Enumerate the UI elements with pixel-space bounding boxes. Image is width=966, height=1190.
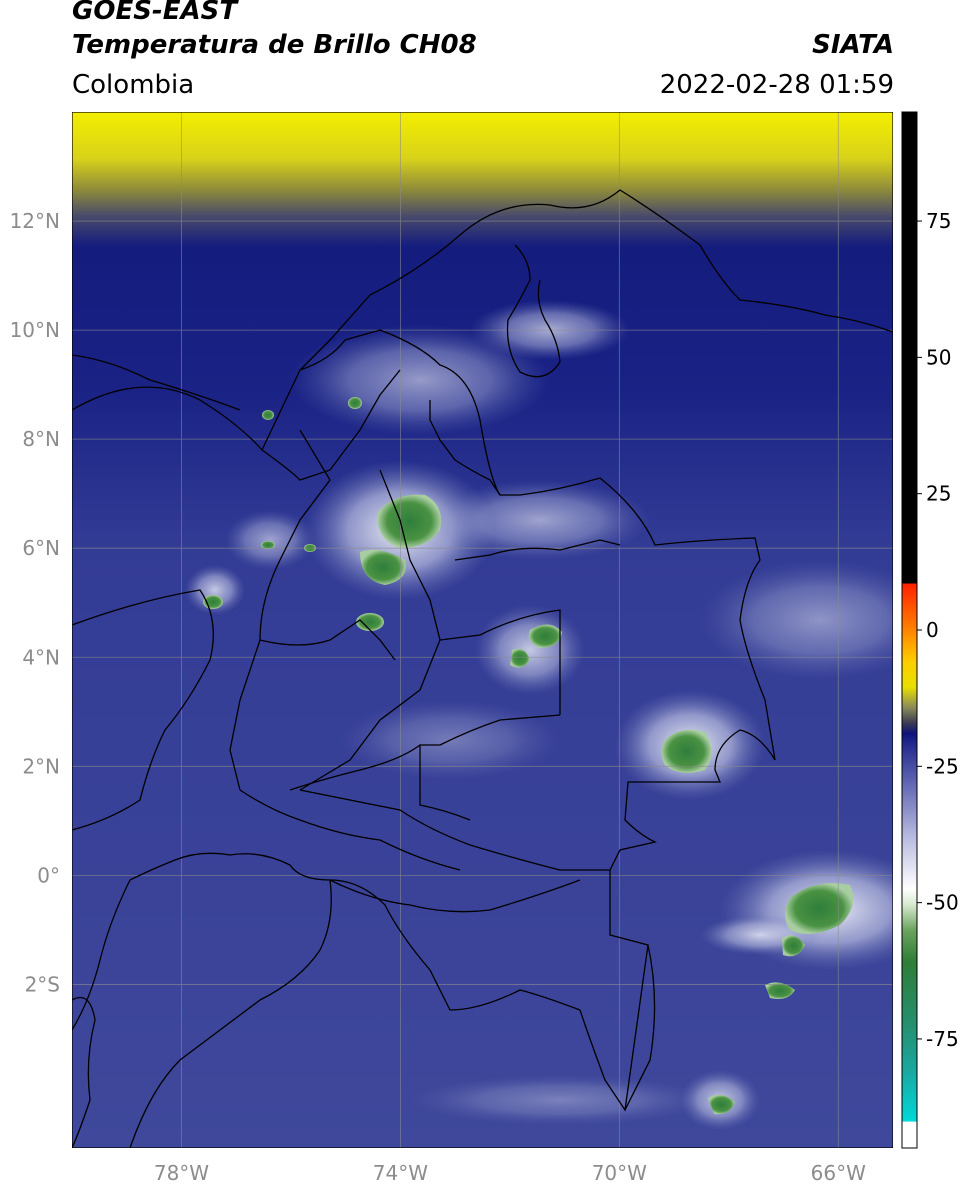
organization-label: SIATA (812, 30, 894, 60)
latitude-tick-label: 2°S (25, 972, 60, 996)
panama-isthmus (72, 354, 241, 411)
colorbar-tick-label: 25 (926, 482, 951, 506)
colombia-border-south (129, 852, 581, 1011)
pacific-coastline (72, 589, 214, 831)
ecuador-inner (129, 879, 332, 1148)
colombia-border-north (299, 329, 776, 1112)
colorbar-tick-label: -50 (926, 891, 959, 915)
department-lines-3 (454, 539, 621, 561)
department-lines-9 (239, 789, 461, 871)
latitude-tick-label: 4°N (22, 645, 60, 669)
peru-brazil-border (624, 944, 656, 1111)
colorbar: 75 50 25 0 -25 -50 -75 (901, 111, 959, 1149)
longitude-tick-label: 74°W (373, 1161, 428, 1185)
colorbar-tick-label: -75 (926, 1027, 959, 1051)
ecuador-peru-border (72, 879, 131, 1031)
satellite-title: GOES-EAST (72, 0, 238, 26)
colorbar-tick-label: 75 (926, 209, 951, 233)
longitude-tick-label: 78°W (154, 1161, 209, 1185)
ecuador-coast (72, 996, 96, 1148)
region-label: Colombia (72, 70, 195, 100)
coastlines-and-borders (72, 189, 893, 1148)
department-lines-10 (429, 400, 501, 496)
latitude-tick-label: 12°N (10, 209, 60, 233)
venezuela-internal (419, 714, 561, 821)
department-lines-6 (329, 879, 581, 913)
longitude-axis: 78°W 74°W 70°W 66°W (154, 1161, 866, 1185)
colorbar-tick-label: 50 (926, 345, 951, 369)
colorbar-tick-label: 0 (926, 618, 939, 642)
latitude-tick-label: 0° (37, 863, 60, 887)
cold-cloud-tops (203, 397, 854, 1115)
longitude-tick-label: 70°W (592, 1161, 647, 1185)
latitude-tick-label: 6°N (22, 536, 60, 560)
timestamp-label: 2022-02-28 01:59 (659, 70, 894, 100)
department-lines-7 (259, 619, 396, 661)
longitude-tick-label: 66°W (811, 1161, 866, 1185)
colorbar-ticks: 75 50 25 0 -25 -50 -75 (917, 209, 959, 1051)
caribbean-coastline (72, 189, 893, 452)
map-panel (72, 112, 893, 1148)
colorbar-scale (901, 111, 918, 1149)
gulf-of-venezuela (506, 244, 561, 378)
department-lines-4 (439, 609, 561, 715)
department-lines-8 (289, 744, 421, 791)
colorbar-tick-label: -25 (926, 754, 959, 778)
product-title: Temperatura de Brillo CH08 (72, 30, 477, 60)
latitude-axis: 12°N 10°N 8°N 6°N 4°N 2°N 0° 2°S (10, 209, 60, 996)
cloud-field (185, 300, 893, 1130)
latitude-tick-label: 8°N (22, 427, 60, 451)
latitude-tick-label: 2°N (22, 754, 60, 778)
graticule (72, 112, 893, 1148)
latitude-tick-label: 10°N (10, 318, 60, 342)
department-lines-11 (261, 369, 401, 481)
department-lines-5 (299, 789, 610, 871)
